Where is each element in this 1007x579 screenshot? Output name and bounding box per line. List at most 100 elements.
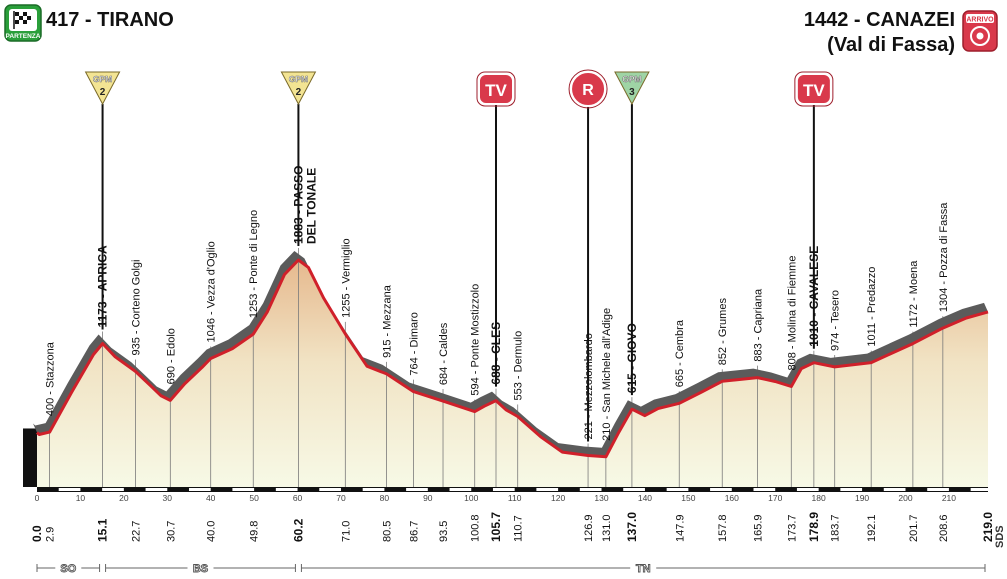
km-axis-segment — [710, 488, 732, 491]
km-axis-segment — [492, 488, 515, 491]
km-tick-label: 130 — [594, 493, 608, 503]
profile-line — [35, 258, 989, 459]
km-tick-label: 200 — [898, 493, 912, 503]
km-label: 131.0 — [601, 514, 613, 542]
km-tick-label: 30 — [163, 493, 173, 503]
km-label: 60.2 — [291, 518, 305, 542]
km-axis-segment — [188, 488, 211, 491]
km-axis-segment — [406, 488, 428, 491]
km-label: 49.8 — [248, 521, 260, 542]
km-axis-segment — [796, 488, 819, 491]
svg-text:TV: TV — [803, 81, 825, 100]
place-label: 400 - Stazzona — [45, 341, 57, 416]
km-axis-segment — [753, 488, 776, 491]
km-axis-segment — [319, 488, 341, 491]
km-tick-label: 170 — [768, 493, 782, 503]
km-label: 40.0 — [206, 521, 218, 542]
km-label: 165.9 — [752, 514, 764, 542]
svg-text:3: 3 — [629, 87, 635, 98]
region-label: TN — [636, 563, 651, 575]
km-labels: 0.0 2.9 15.1 22.7 30.7 40.0 49.8 60.2 71.0 80.5 86… — [30, 512, 995, 542]
place-guide-lines — [49, 248, 944, 487]
km-tick-label: 90 — [423, 493, 433, 503]
place-label: 684 - Caldes — [438, 322, 450, 385]
km-label: 173.7 — [786, 514, 798, 542]
km-axis-segment — [362, 488, 385, 491]
km-axis: 0 10 20 30 40 50 60 70 80 90 100 110 120 130 140 150 160… — [35, 487, 988, 503]
km-tick-label: 150 — [681, 493, 695, 503]
km-label: 126.9 — [583, 514, 595, 542]
place-label: 915 - Mezzana — [382, 284, 394, 358]
km-tick-label: 40 — [206, 493, 216, 503]
region-brackets: SO BS TN — [36, 561, 986, 575]
place-label: 665 - Cembra — [674, 319, 686, 387]
svg-text:2: 2 — [296, 87, 302, 98]
place-label: 1304 - Pozza di Fassa — [938, 202, 950, 312]
place-label: 935 - Corteno Golgi — [131, 260, 143, 356]
place-label: 852 - Grumes — [717, 298, 729, 366]
svg-text:TV: TV — [485, 81, 507, 100]
km-label: 100.8 — [470, 514, 482, 542]
km-axis-segment — [275, 488, 298, 491]
km-axis-segment — [666, 488, 689, 491]
km-label: 208.6 — [938, 514, 950, 542]
km-label: 86.7 — [408, 521, 420, 542]
km-axis-segment — [102, 488, 124, 491]
profile-area — [23, 260, 988, 487]
km-label: 137.0 — [625, 512, 639, 542]
place-label: 974 - Tesero — [830, 290, 842, 351]
km-label: 147.9 — [674, 514, 686, 542]
start-block — [23, 428, 37, 487]
gpm-climb-marker: GPM 3 — [614, 71, 650, 396]
km-axis-segment — [58, 488, 81, 491]
km-tick-label: 210 — [942, 493, 956, 503]
start-flag-icon: PARTENZA — [4, 4, 42, 42]
km-label: 157.8 — [717, 514, 729, 542]
km-label: 80.5 — [382, 521, 394, 542]
place-label: 690 - Edolo — [165, 328, 177, 384]
km-axis-segment — [579, 488, 602, 491]
gpm-climb-marker: GPM 2 — [84, 71, 121, 330]
place-label: 883 - Capriana — [752, 288, 764, 362]
km-axis-segment — [145, 488, 168, 491]
km-label: 105.7 — [489, 512, 503, 542]
svg-text:2: 2 — [100, 87, 106, 98]
region-label: SO — [60, 563, 76, 575]
svg-text:GPM: GPM — [289, 74, 308, 84]
km-label: 71.0 — [340, 521, 352, 542]
km-label: 30.7 — [165, 521, 177, 542]
region-label: BS — [193, 563, 208, 575]
km-label: 2.9 — [45, 527, 57, 542]
km-axis-segment — [970, 488, 988, 491]
svg-text:GPM: GPM — [622, 74, 641, 84]
place-label: 1011 - Predazzo — [866, 267, 878, 347]
place-label: 808 - Molina di Fiemme — [786, 256, 798, 371]
km-tick-label: 140 — [638, 493, 652, 503]
place-label-line2: DEL TONALE — [304, 168, 318, 244]
gpm-climb-marker: GPM 2 — [280, 71, 317, 246]
km-label: 110.7 — [513, 515, 525, 542]
km-axis-segment — [232, 488, 255, 491]
climb-and-tv-markers: GPM 2 GPM 2 TV R GPM 3 TV — [84, 69, 834, 442]
km-label: 22.7 — [131, 521, 143, 542]
region-bracket: SO — [36, 561, 101, 575]
km-axis-segment — [449, 488, 472, 491]
km-tick-label: 80 — [380, 493, 390, 503]
place-labels: 400 - Stazzona1173 - APRICA935 - Corteno… — [45, 166, 950, 441]
km-axis-segment — [623, 488, 645, 491]
km-tick-label: 180 — [812, 493, 826, 503]
place-label: 210 - San Michele all'Adige — [601, 308, 613, 441]
place-label: 594 - Ponte Mostizzolo — [470, 284, 482, 396]
km-tick-label: 60 — [293, 493, 303, 503]
place-label: 764 - Dimaro — [408, 312, 420, 376]
region-bracket: TN — [300, 561, 986, 575]
profile-red-line — [35, 258, 989, 459]
km-axis-segment — [536, 488, 559, 491]
svg-text:R: R — [582, 82, 594, 99]
km-axis-segment — [840, 488, 863, 491]
km-tick-label: 120 — [551, 493, 565, 503]
km-tick-label: 100 — [464, 493, 478, 503]
km-label: 192.1 — [866, 514, 878, 542]
km-label: 201.7 — [908, 514, 920, 542]
